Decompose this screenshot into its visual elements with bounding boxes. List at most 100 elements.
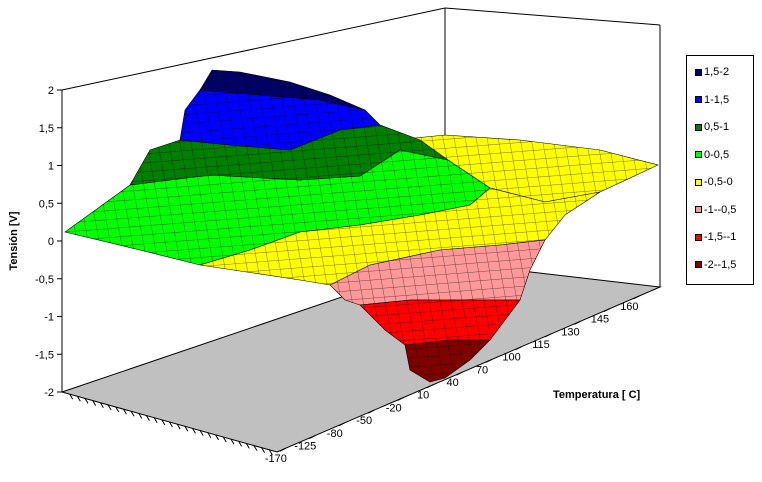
depth-tick-mark <box>253 445 258 451</box>
legend-label: 1,5-2 <box>704 66 730 78</box>
mesh-line <box>622 70 658 382</box>
x-tick-label: -50 <box>356 415 372 427</box>
mesh-line <box>65 147 658 199</box>
mesh-line <box>65 156 658 208</box>
legend-item: 1,5-2 <box>695 65 729 79</box>
mesh-line <box>65 70 658 109</box>
z-axis-ticks: -2 -1,5 -1 -0,5 0 0,5 1 1,5 2 <box>35 85 62 399</box>
mesh-line <box>545 70 617 382</box>
x-tick-label: 160 <box>620 301 638 313</box>
depth-tick-mark <box>130 411 135 417</box>
x-tick-mark <box>515 346 522 351</box>
depth-tick-mark <box>238 441 243 447</box>
legend: 1,5-2 1-1,5 0,5-1 0-0,5 -0,5-0 -1--0,5 -1,5--1… <box>686 55 754 285</box>
x-tick-label: 115 <box>532 339 550 351</box>
depth-tick-mark <box>153 417 158 423</box>
x-tick-mark <box>426 384 434 389</box>
x-tick-label: -170 <box>265 453 287 465</box>
legend-label: -1,5--1 <box>704 231 737 243</box>
legend-item: 0,5-1 <box>695 120 729 134</box>
x-tick-label: -125 <box>294 441 316 453</box>
x-tick-label: 100 <box>502 352 520 364</box>
x-tick-label: 10 <box>417 390 429 402</box>
depth-tick-mark <box>146 415 150 421</box>
depth-tick-mark <box>69 393 74 400</box>
legend-label: -1--0,5 <box>704 203 737 216</box>
back-wall-edge-left <box>61 7 446 91</box>
legend-label: 1-1,5 <box>704 93 730 106</box>
mesh-line <box>65 183 658 235</box>
legend-item: 1-1,5 <box>695 93 729 107</box>
x-tick-label: -80 <box>327 428 343 440</box>
mesh-line <box>611 70 658 382</box>
band-minus-2-minus-1-5 <box>404 339 491 383</box>
mesh-line <box>65 138 658 190</box>
z-tick-label: 1,5 <box>39 123 54 135</box>
legend-item: 0-0,5 <box>695 148 729 162</box>
x-tick-mark <box>544 333 552 338</box>
depth-tick-mark <box>115 406 120 413</box>
legend-swatch <box>695 96 702 103</box>
x-tick-mark <box>397 396 404 401</box>
legend-item: -1,5--1 <box>695 230 736 244</box>
depth-tick-mark <box>161 419 166 426</box>
depth-tick-mark <box>261 447 266 453</box>
depth-tick-mark <box>122 408 127 415</box>
legend-swatch <box>695 123 702 131</box>
mesh-line <box>578 70 650 382</box>
depth-tick-mark <box>245 443 250 449</box>
legend-swatch <box>695 233 702 241</box>
z-tick-label: -2 <box>44 387 54 399</box>
x-tick-mark <box>456 371 463 376</box>
legend-item: -0,5-0 <box>695 175 733 189</box>
depth-tick-mark <box>138 413 143 419</box>
mesh-line <box>65 174 658 226</box>
legend-item: -1--0,5 <box>695 203 736 217</box>
depth-tick-mark <box>107 404 112 411</box>
mesh-line <box>556 70 628 382</box>
z-tick-label: 1 <box>48 161 54 173</box>
x-tick-mark <box>485 358 493 363</box>
legend-swatch <box>695 68 702 76</box>
legend-item: -2--1,5 <box>695 258 736 272</box>
depth-tick-mark <box>84 398 89 404</box>
depth-tick-mark <box>199 430 204 436</box>
mesh-line <box>65 70 658 91</box>
x-axis-ticks: -170 -125 -80 -50 -20 10 40 70 100 115 130 145 160 <box>69 295 640 465</box>
x-tick-label: 145 <box>591 314 609 326</box>
z-tick-label: -0,5 <box>35 274 54 286</box>
x-tick-mark <box>603 308 611 313</box>
legend-swatch <box>695 206 702 213</box>
legend-label: 0-0,5 <box>704 148 730 161</box>
x-tick-mark <box>574 320 581 325</box>
mesh-line <box>567 70 639 382</box>
legend-swatch <box>695 261 702 268</box>
x-tick-mark <box>633 295 640 300</box>
legend-label: -2--1,5 <box>704 258 737 271</box>
side-wall-edge-top <box>444 7 661 26</box>
depth-tick-mark <box>99 402 104 408</box>
legend-label: 0,5-1 <box>704 121 730 133</box>
x-tick-mark <box>367 409 375 414</box>
x-tick-label: 70 <box>476 364 488 376</box>
depth-tick-mark <box>184 426 189 432</box>
mesh-line <box>65 165 658 217</box>
mesh-line <box>65 192 658 244</box>
x-tick-label: 130 <box>561 326 579 338</box>
x-tick-mark <box>338 422 345 427</box>
x-tick-mark <box>279 447 287 452</box>
z-axis-title: Tensión [V] <box>8 211 20 270</box>
legend-swatch <box>695 151 702 158</box>
depth-tick-mark <box>222 436 227 443</box>
depth-tick-mark <box>76 396 81 402</box>
x-tick-label: 40 <box>446 377 458 389</box>
z-tick-label: -1,5 <box>35 349 54 361</box>
depth-tick-mark <box>169 421 173 428</box>
x-tick-label: -20 <box>386 402 402 414</box>
depth-tick-mark <box>215 434 220 441</box>
mesh-line <box>589 70 658 382</box>
z-tick-label: 2 <box>48 85 54 97</box>
legend-label: -0,5-0 <box>704 176 733 188</box>
z-tick-label: 0,5 <box>39 198 54 210</box>
